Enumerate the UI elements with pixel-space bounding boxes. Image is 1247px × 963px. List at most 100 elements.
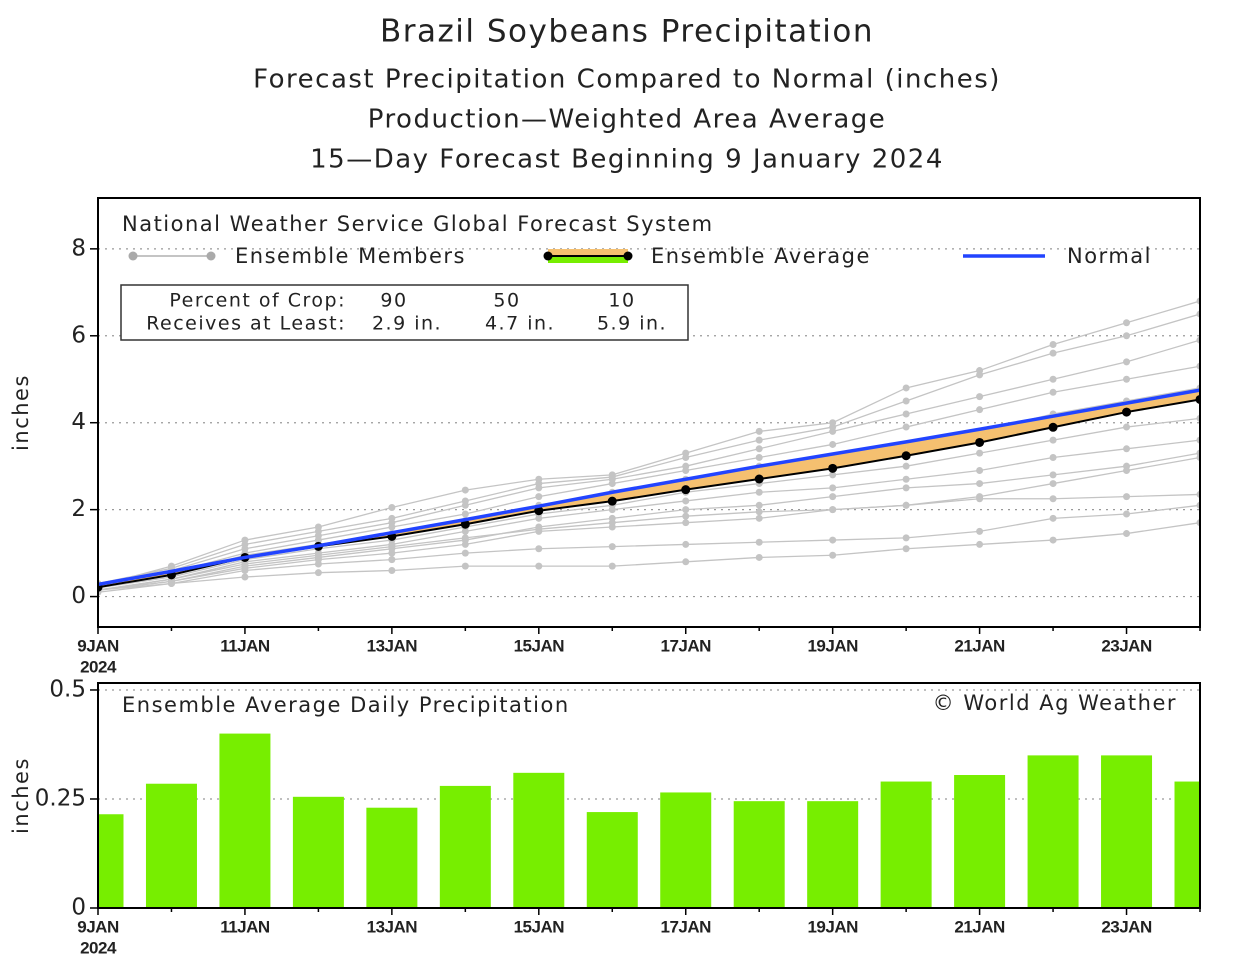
difference-band xyxy=(685,466,760,490)
ensemble-member-point xyxy=(829,471,837,479)
x-tick-label: 19JAN xyxy=(807,917,858,936)
ensemble-member-point xyxy=(388,543,396,551)
chart-title: Brazil Soybeans Precipitation xyxy=(380,14,874,50)
ensemble-member-point xyxy=(241,573,249,581)
y-axis-label: inches xyxy=(9,757,33,834)
ensemble-member-point xyxy=(314,560,322,568)
ensemble-member-point xyxy=(608,562,616,570)
ensemble-member-point xyxy=(535,545,543,553)
subtitle: Production—Weighted Area Average xyxy=(368,105,887,135)
bar xyxy=(1101,755,1153,908)
ensemble-member-point xyxy=(682,453,690,461)
bar xyxy=(586,812,638,908)
y-tick-label: 8 xyxy=(71,235,86,261)
bar xyxy=(98,814,124,908)
ensemble-member-point xyxy=(1123,423,1131,431)
ensemble-average-point xyxy=(607,496,617,506)
ensemble-member-point xyxy=(608,543,616,551)
ensemble-member-point xyxy=(976,393,984,401)
ensemble-member-point xyxy=(682,540,690,548)
y-axis-label: inches xyxy=(9,374,33,451)
ensemble-member-point xyxy=(314,569,322,577)
ensemble-member-point xyxy=(1123,445,1131,453)
x-tick-label: 15JAN xyxy=(514,917,565,936)
ensemble-member-point xyxy=(241,566,249,574)
ensemble-member-point xyxy=(1123,530,1131,538)
ensemble-member-line xyxy=(98,313,1200,585)
legend-swatch xyxy=(548,249,628,256)
x-tick-label: 17JAN xyxy=(661,636,712,655)
ensemble-member-line xyxy=(98,439,1200,591)
ensemble-member-point xyxy=(461,501,469,509)
ensemble-member-point xyxy=(314,551,322,559)
ensemble-member-point xyxy=(461,549,469,557)
ensemble-member-line xyxy=(98,522,1200,593)
bar xyxy=(1027,755,1079,908)
x-tick-label: 17JAN xyxy=(661,917,712,936)
bar xyxy=(366,807,418,908)
ensemble-member-point xyxy=(755,553,763,561)
ensemble-member-point xyxy=(1123,319,1131,327)
ensemble-average-point xyxy=(901,451,911,461)
ensemble-member-point xyxy=(902,545,910,553)
subtitle: Forecast Precipitation Compared to Norma… xyxy=(253,65,1001,95)
ensemble-member-line xyxy=(98,504,1200,591)
ensemble-member-line xyxy=(98,417,1200,589)
ensemble-member-point xyxy=(608,480,616,488)
ensemble-member-point xyxy=(388,556,396,564)
difference-band xyxy=(759,454,833,480)
difference-band xyxy=(832,441,907,469)
ensemble-member-line xyxy=(98,456,1200,591)
ensemble-member-point xyxy=(1123,358,1131,366)
x-tick-label: 21JAN xyxy=(954,917,1005,936)
x-year-label: 2024 xyxy=(80,657,117,676)
ensemble-average-point xyxy=(828,463,838,473)
ensemble-member-point xyxy=(682,512,690,520)
x-tick-label: 11JAN xyxy=(220,636,270,655)
ensemble-member-point xyxy=(682,467,690,475)
bar xyxy=(439,785,491,908)
ensemble-average-point xyxy=(975,437,985,447)
ensemble-member-point xyxy=(535,514,543,522)
ensemble-member-point xyxy=(461,486,469,494)
ensemble-member-point xyxy=(682,558,690,566)
ensemble-member-point xyxy=(1049,436,1057,444)
ensemble-member-point xyxy=(1049,536,1057,544)
ensemble-member-point xyxy=(829,506,837,514)
ensemble-member-point xyxy=(976,449,984,457)
difference-band xyxy=(906,429,980,456)
legend-swatch xyxy=(548,256,628,263)
legend-swatch xyxy=(623,251,633,261)
ensemble-member-point xyxy=(1123,467,1131,475)
annotation: © World Ag Weather xyxy=(933,691,1177,715)
ensemble-member-point xyxy=(535,484,543,492)
ensemble-member-point xyxy=(388,566,396,574)
ensemble-average-point xyxy=(754,474,764,484)
ensemble-member-point xyxy=(976,540,984,548)
ensemble-member-point xyxy=(976,493,984,501)
ensemble-average-point xyxy=(1048,422,1058,432)
ensemble-member-point xyxy=(829,440,837,448)
ensemble-member-point xyxy=(682,519,690,527)
ensemble-member-point xyxy=(829,536,837,544)
table-cell: 4.7 in. xyxy=(485,313,555,335)
bar xyxy=(1174,781,1200,908)
x-tick-label: 9JAN xyxy=(77,636,119,655)
ensemble-member-point xyxy=(241,560,249,568)
ensemble-member-point xyxy=(755,488,763,496)
ensemble-member-point xyxy=(755,445,763,453)
ensemble-member-point xyxy=(1049,480,1057,488)
ensemble-member-point xyxy=(388,523,396,531)
ensemble-member-point xyxy=(608,506,616,514)
ensemble-member-line xyxy=(98,493,1200,591)
y-tick-label: 0 xyxy=(71,895,86,921)
ensemble-member-point xyxy=(902,475,910,483)
bar xyxy=(292,796,344,908)
ensemble-member-line xyxy=(98,339,1200,587)
table-cell: 50 xyxy=(493,290,520,312)
x-tick-label: 15JAN xyxy=(514,636,565,655)
ensemble-average-point xyxy=(1195,394,1200,404)
ensemble-member-point xyxy=(1049,388,1057,396)
x-tick-label: 23JAN xyxy=(1101,636,1152,655)
